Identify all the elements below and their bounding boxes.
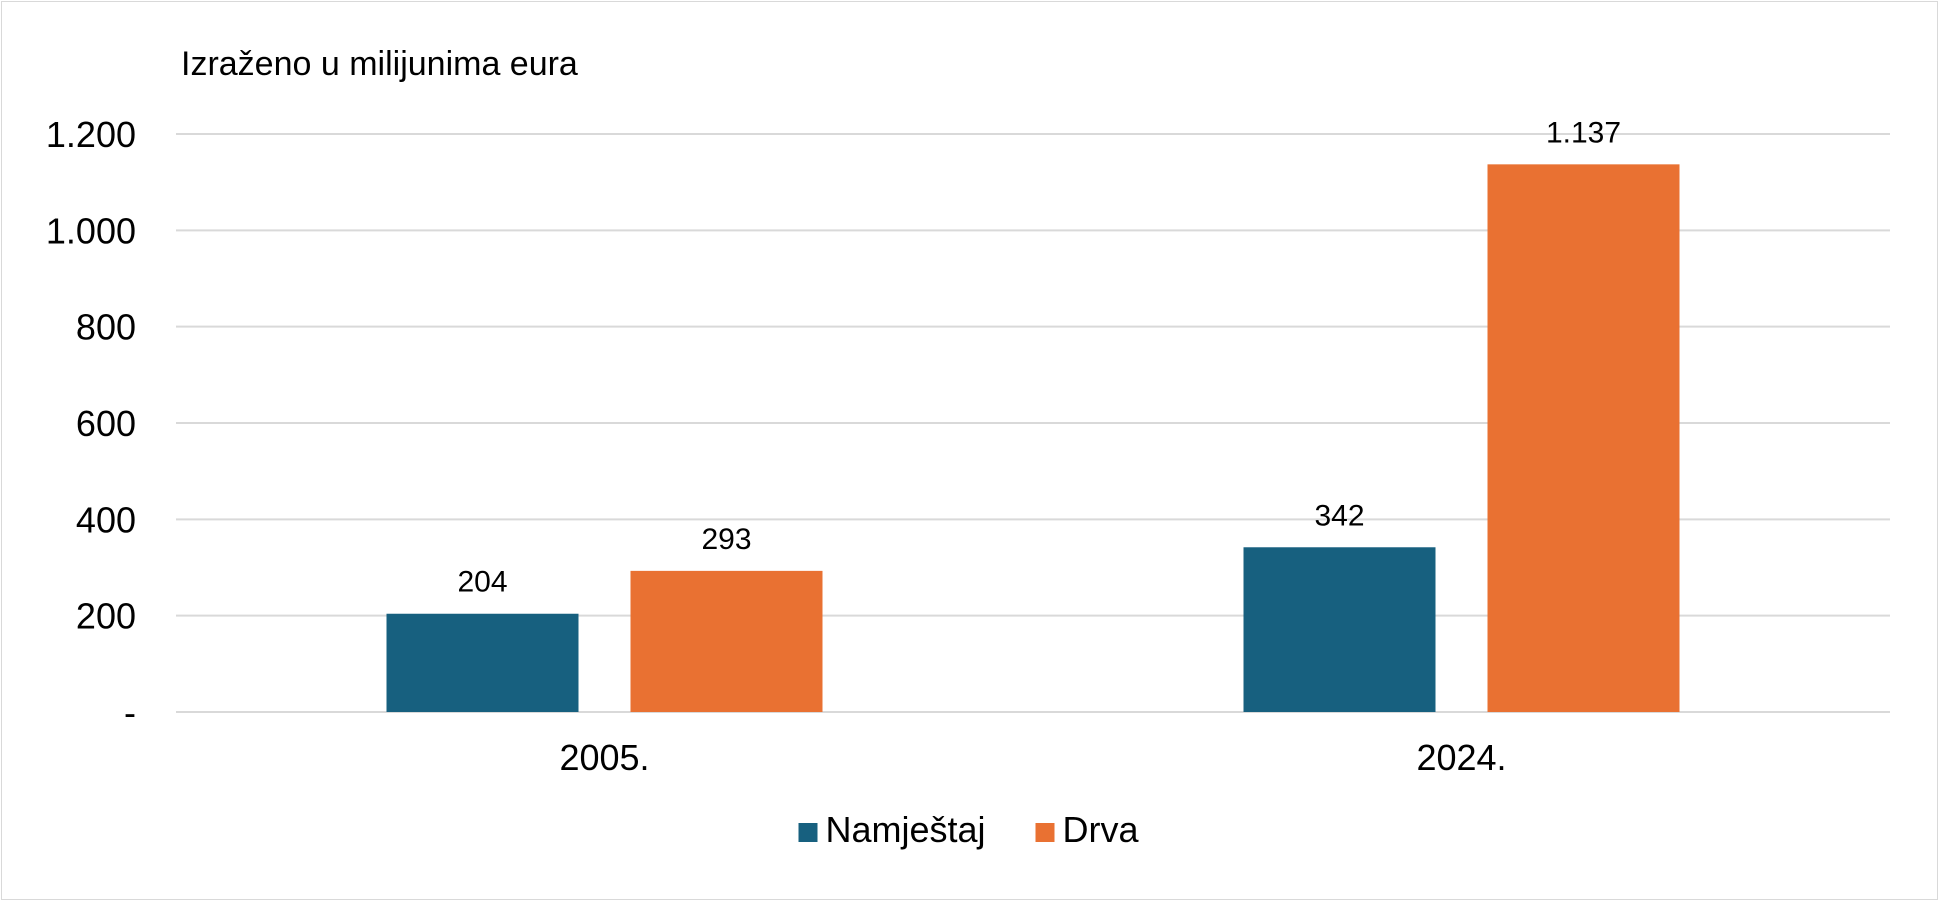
bar-drva-2024 bbox=[1487, 164, 1680, 713]
data-label: 1.137 bbox=[1546, 116, 1621, 149]
data-label: 204 bbox=[457, 566, 507, 599]
y-axis-ticks: - 200 400 600 800 1.000 1.200 bbox=[46, 114, 136, 733]
unit-label: Izraženo u milijunima eura bbox=[181, 45, 578, 83]
bar-namještaj-2024 bbox=[1243, 547, 1436, 712]
bar-drva-2005 bbox=[630, 570, 823, 712]
data-label: 342 bbox=[1314, 499, 1364, 532]
y-tick-label: - bbox=[124, 692, 136, 733]
y-tick-label: 600 bbox=[76, 403, 136, 444]
data-labels: 204 293 342 1.137 bbox=[457, 116, 1621, 598]
legend: Namještaj Drva bbox=[798, 809, 1140, 850]
x-tick-label: 2024. bbox=[1416, 737, 1506, 778]
y-tick-label: 1.000 bbox=[46, 210, 136, 251]
legend-swatch-namještaj bbox=[798, 823, 818, 842]
bar-namještaj-2005 bbox=[386, 613, 579, 712]
y-tick-label: 200 bbox=[76, 596, 136, 637]
legend-swatch-drva bbox=[1035, 823, 1055, 842]
y-tick-label: 400 bbox=[76, 499, 136, 540]
x-tick-label: 2005. bbox=[559, 737, 649, 778]
y-tick-label: 800 bbox=[76, 307, 136, 348]
x-axis-ticks: 2005. 2024. bbox=[559, 737, 1506, 778]
y-tick-label: 1.200 bbox=[46, 114, 136, 155]
bars bbox=[386, 164, 1680, 713]
legend-label: Namještaj bbox=[826, 809, 986, 850]
data-label: 293 bbox=[701, 523, 751, 556]
legend-label: Drva bbox=[1063, 809, 1140, 850]
